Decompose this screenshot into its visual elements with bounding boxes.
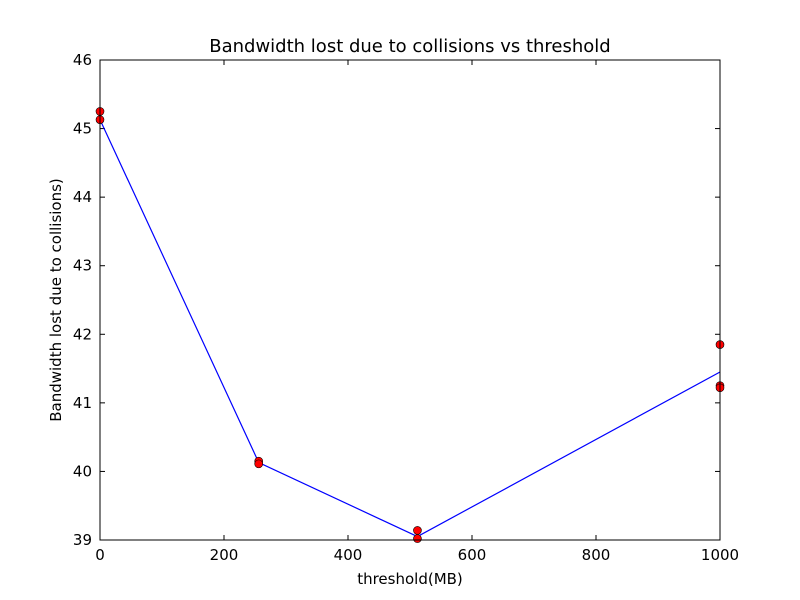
x-tick-label: 1000 (701, 546, 739, 564)
ticks-layer: 0 200 400 600 800 1000 39 40 41 42 43 44 45 46 (73, 51, 739, 564)
y-tick-label: 41 (73, 394, 92, 412)
x-tick-label: 400 (334, 546, 363, 564)
series-line (99, 119, 721, 538)
x-tick-label: 0 (95, 546, 105, 564)
x-axis-label: threshold(MB) (357, 570, 463, 588)
data-point (413, 534, 422, 543)
data-point (413, 526, 422, 535)
y-tick-label: 40 (73, 462, 92, 480)
plot-frame (99, 59, 721, 541)
y-tick-label: 45 (73, 120, 92, 138)
series-line-layer (99, 119, 721, 538)
plot-background (100, 60, 720, 540)
y-axis-label: Bandwidth lost due to collisions) (47, 178, 65, 422)
x-tick-label: 800 (582, 546, 611, 564)
y-tick-label: 42 (73, 325, 92, 343)
x-tick-label: 200 (210, 546, 239, 564)
x-tick-label: 600 (458, 546, 487, 564)
chart-title: Bandwidth lost due to collisions vs thre… (209, 36, 610, 57)
y-tick-label: 43 (73, 257, 92, 275)
data-point (254, 459, 264, 469)
y-tick-label: 46 (73, 51, 92, 69)
y-tick-label: 44 (73, 188, 92, 206)
y-tick-label: 39 (73, 531, 92, 549)
